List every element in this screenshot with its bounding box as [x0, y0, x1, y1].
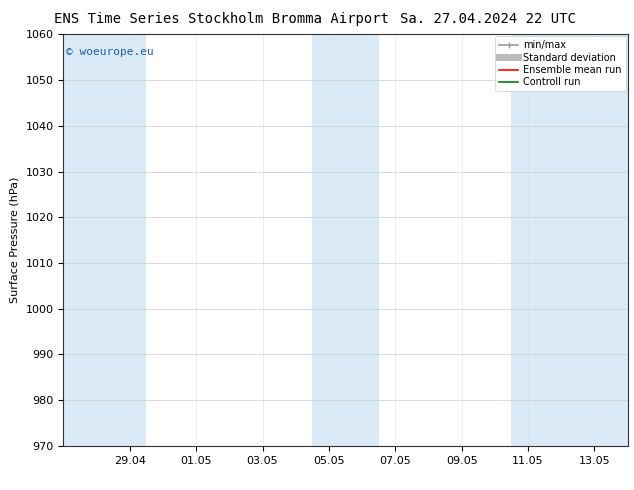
Bar — [63, 34, 146, 446]
Text: ENS Time Series Stockholm Bromma Airport: ENS Time Series Stockholm Bromma Airport — [55, 12, 389, 26]
Text: Sa. 27.04.2024 22 UTC: Sa. 27.04.2024 22 UTC — [400, 12, 576, 26]
Text: © woeurope.eu: © woeurope.eu — [66, 47, 154, 57]
Y-axis label: Surface Pressure (hPa): Surface Pressure (hPa) — [10, 177, 20, 303]
Bar — [313, 34, 378, 446]
Bar — [512, 34, 628, 446]
Legend: min/max, Standard deviation, Ensemble mean run, Controll run: min/max, Standard deviation, Ensemble me… — [495, 36, 626, 91]
